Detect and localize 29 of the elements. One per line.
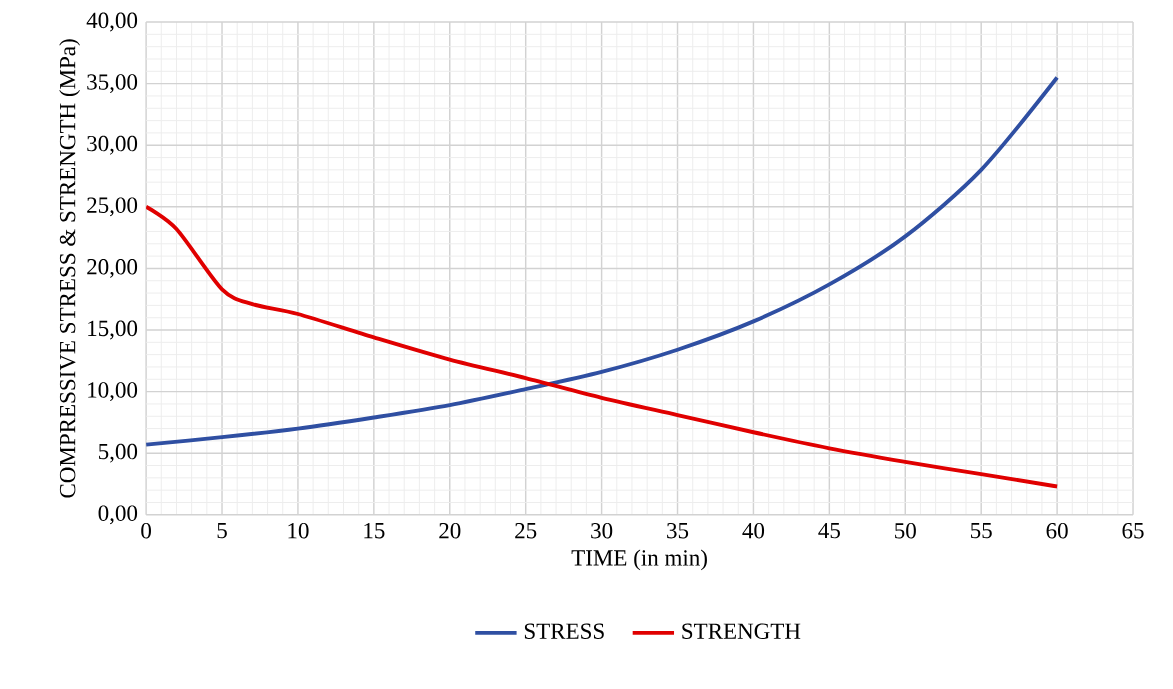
- x-tick-label: 40: [742, 522, 765, 539]
- y-axis-title: COMPRESSIVE STRESS & STRENGTH (MPa): [59, 39, 81, 498]
- x-tick-label: 55: [971, 522, 992, 539]
- x-tick-label: 15: [364, 522, 385, 539]
- x-tick-label: 60: [1046, 522, 1068, 539]
- line-series: [146, 204, 1060, 489]
- x-tick-label: 30: [591, 522, 613, 539]
- x-tick-label: 10: [288, 522, 309, 539]
- y-tick-label: 20,00: [87, 258, 138, 278]
- x-tick-label: 45: [818, 522, 840, 539]
- x-axis-title: TIME (in min): [571, 549, 707, 571]
- y-tick-label: 35,00: [87, 74, 138, 93]
- x-tick-label: 50: [895, 522, 916, 539]
- legend-label: STRESS: [524, 623, 604, 639]
- legend-label: STRENGTH: [682, 623, 801, 639]
- y-tick-label: 15,00: [88, 320, 138, 340]
- line-series: [146, 75, 1060, 447]
- x-tick-label: 65: [1122, 522, 1144, 539]
- y-tick-label: 40,00: [86, 12, 138, 32]
- x-tick-label: 20: [439, 522, 461, 539]
- y-tick-label: 30,00: [87, 135, 138, 155]
- x-tick-label: 25: [515, 522, 537, 539]
- y-tick-label: 0,00: [98, 505, 138, 525]
- y-tick-label: 25,00: [87, 197, 138, 217]
- x-tick-label: 35: [667, 522, 689, 539]
- x-tick-label: 0: [141, 522, 151, 539]
- x-tick-label: 5: [217, 522, 227, 539]
- y-tick-label: 5,00: [99, 443, 138, 463]
- y-tick-label: 10,00: [88, 382, 138, 401]
